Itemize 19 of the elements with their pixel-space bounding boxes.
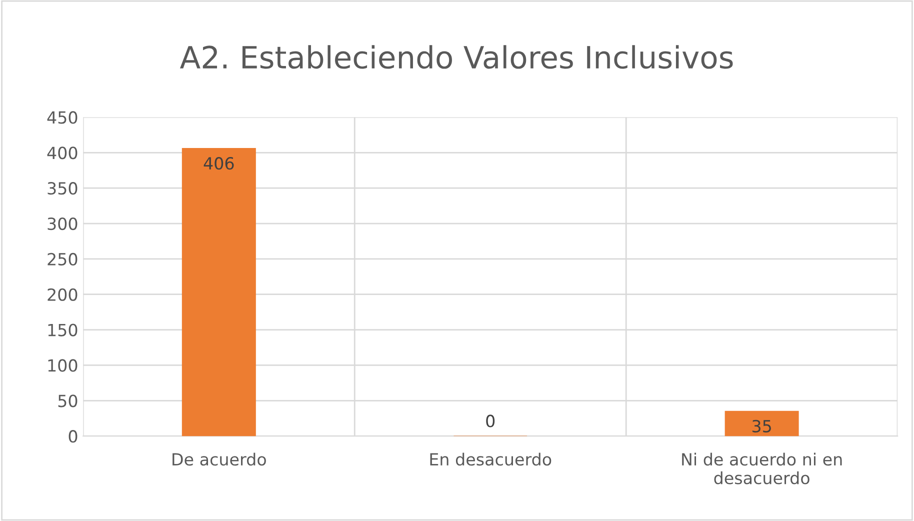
y-tick-label: 250 bbox=[48, 252, 78, 266]
y-tick-label: 200 bbox=[48, 288, 78, 301]
y-tick-label: 350 bbox=[48, 182, 78, 195]
data-label: 0 bbox=[486, 414, 495, 428]
chart-title: A2. Estableciendo Valores Inclusivos bbox=[180, 45, 733, 69]
x-tick-label: Ni de acuerdo ni en desacuerdo bbox=[682, 452, 842, 484]
data-label: 35 bbox=[752, 420, 771, 433]
y-tick-label: 150 bbox=[48, 324, 78, 336]
x-tick-label: En desacuerdo bbox=[430, 452, 552, 466]
bar bbox=[724, 410, 799, 436]
data-label: 406 bbox=[204, 157, 234, 170]
x-tick-label: De acuerdo bbox=[172, 452, 266, 466]
y-tick-label: 100 bbox=[48, 359, 78, 372]
y-tick-label: 50 bbox=[58, 394, 78, 408]
bar bbox=[182, 148, 256, 436]
y-tick-label: 400 bbox=[47, 146, 78, 160]
y-tick-label: 450 bbox=[47, 111, 78, 124]
y-tick-label: 0 bbox=[68, 430, 78, 443]
y-tick-label: 300 bbox=[48, 217, 78, 230]
